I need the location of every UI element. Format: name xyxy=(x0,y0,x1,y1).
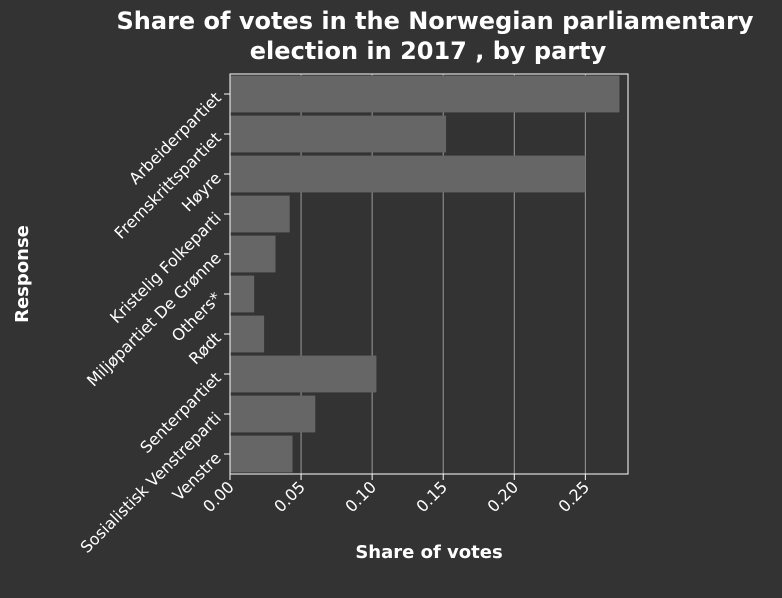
bar-1 xyxy=(230,115,447,153)
bar-6 xyxy=(230,315,265,353)
x-tick-label-2: 0.10 xyxy=(341,477,380,516)
bar-5 xyxy=(230,275,255,313)
x-axis-ticks: 0.00 0.05 0.10 0.15 0.20 0.25 xyxy=(199,474,593,516)
x-axis-label: Share of votes xyxy=(355,542,502,563)
bars xyxy=(230,75,620,473)
bar-2 xyxy=(230,155,586,193)
bar-8 xyxy=(230,395,316,433)
bar-0 xyxy=(230,75,620,113)
x-tick-label-5: 0.25 xyxy=(555,477,594,516)
chart-title-line-1: Share of votes in the Norwegian parliame… xyxy=(117,7,754,35)
bar-3 xyxy=(230,195,290,233)
x-tick-label-4: 0.20 xyxy=(483,477,522,516)
plot-frame xyxy=(229,73,629,475)
x-tick-label-1: 0.05 xyxy=(270,477,309,516)
chart-title-line-2: election in 2017 , by party xyxy=(250,37,607,65)
y-axis-label: Response xyxy=(12,225,33,323)
x-tick-label-3: 0.15 xyxy=(412,477,451,516)
x-tick-label-0: 0.00 xyxy=(199,477,238,516)
bar-7 xyxy=(230,355,377,393)
bar-4 xyxy=(230,235,276,273)
y-axis-ticks: ArbeiderpartietFremskrittspartietHøyreKr… xyxy=(76,88,230,557)
bar-9 xyxy=(230,435,293,473)
